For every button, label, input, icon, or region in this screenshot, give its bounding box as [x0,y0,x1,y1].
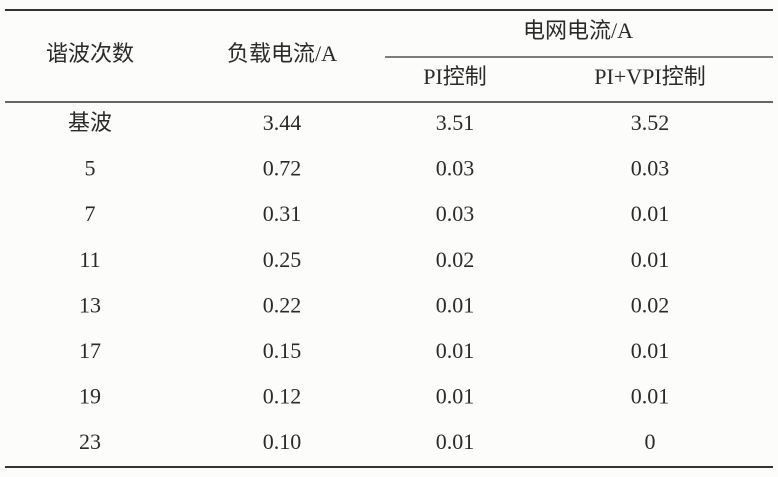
cell: 0.01 [436,384,475,409]
cell: 0.31 [263,201,302,226]
cell: 0.01 [631,201,670,226]
cell: 13 [79,292,101,317]
cell: 0.22 [263,292,302,317]
cell: 19 [79,384,101,409]
cell: 基波 [68,110,112,135]
cell: 3.52 [631,110,670,135]
cell: 0.12 [263,384,302,409]
cell: 0.10 [263,429,302,454]
header-cell: PI控制 [423,64,487,89]
cell: 5 [85,156,96,181]
cell: 0.01 [631,384,670,409]
cell: 17 [79,338,101,363]
header-cell: 谐波次数 [46,41,134,66]
cell: 11 [79,247,100,272]
header-cell: 负载电流/A [227,41,337,66]
cell: 0.01 [631,247,670,272]
cell: 0.01 [436,429,475,454]
cell: 0.01 [631,338,670,363]
cell: 3.51 [436,110,475,135]
header-cell: PI+VPI控制 [594,64,705,89]
cell: 0.25 [263,247,302,272]
cell: 0.02 [436,247,475,272]
cell: 0.15 [263,338,302,363]
cell: 0.01 [436,292,475,317]
cell: 0 [645,429,656,454]
cell: 3.44 [263,110,302,135]
cell: 7 [85,201,96,226]
cell: 0.03 [436,201,475,226]
cell: 0.02 [631,292,670,317]
cell: 0.03 [631,156,670,181]
cell: 0.03 [436,156,475,181]
header-cell: 电网电流/A [523,18,633,43]
cell: 0.01 [436,338,475,363]
cell: 0.72 [263,156,302,181]
cell: 23 [79,429,101,454]
